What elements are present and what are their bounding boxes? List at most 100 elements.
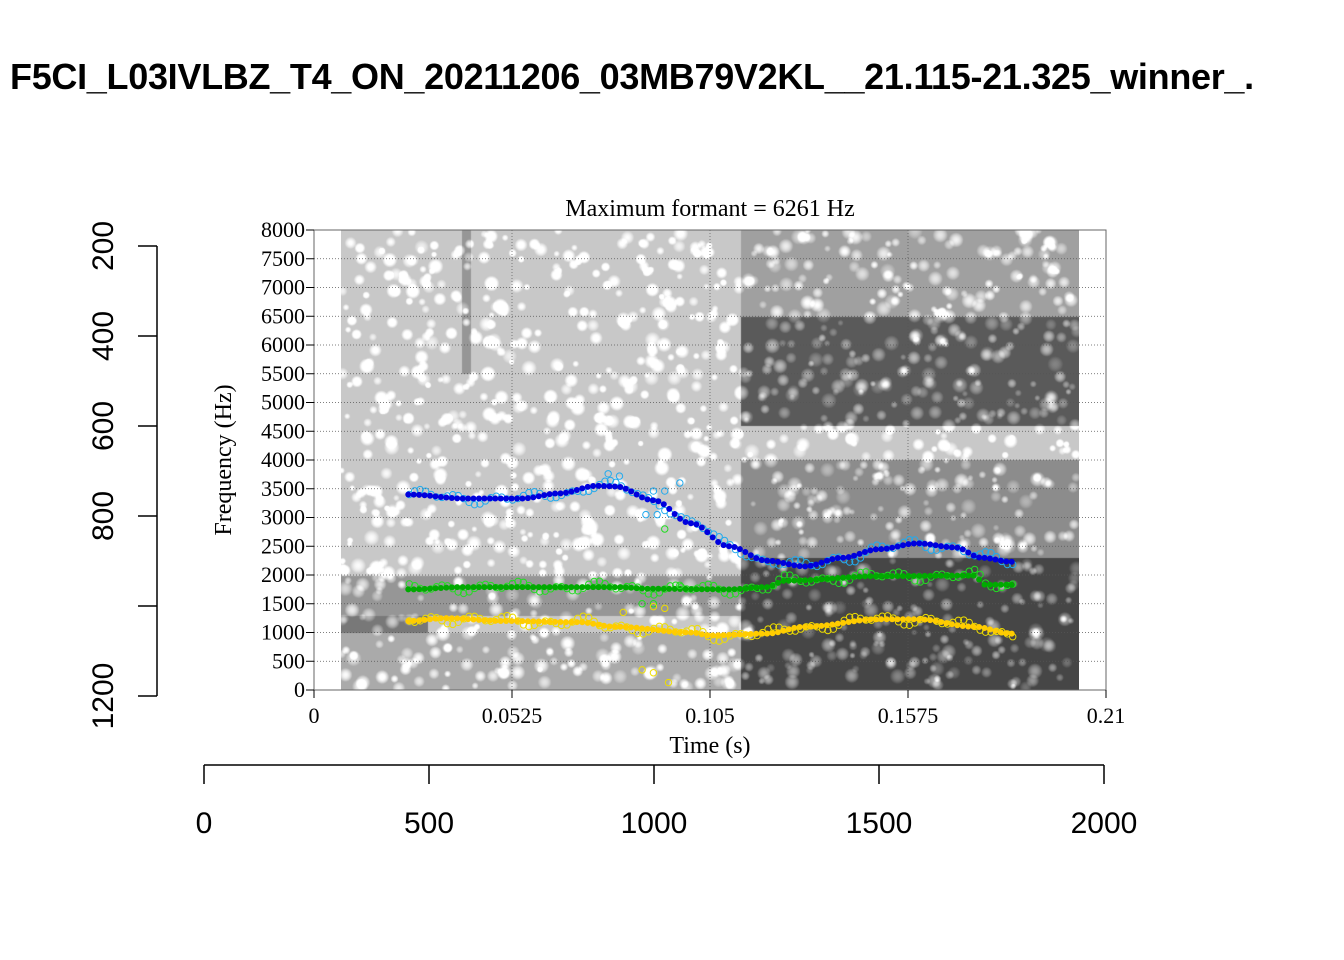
formant-f1-point bbox=[443, 615, 450, 622]
formant-f3-point bbox=[639, 494, 646, 501]
formant-f1-point bbox=[938, 619, 945, 626]
formant-f1-point bbox=[981, 624, 988, 631]
formant-f2-point bbox=[726, 586, 733, 593]
formant-f2-point bbox=[823, 575, 830, 582]
formant-f2-point bbox=[774, 579, 781, 586]
formant-f2-point bbox=[639, 585, 646, 592]
formant-f1-point bbox=[997, 629, 1004, 636]
formant-f1-point bbox=[894, 616, 901, 623]
formant-f3-point bbox=[486, 495, 493, 502]
formant-f3-point bbox=[568, 488, 575, 495]
formant-f2-point bbox=[579, 584, 586, 591]
formant-f1-point bbox=[774, 629, 781, 636]
formant-f1-point bbox=[698, 631, 705, 638]
outlier-candidate-point bbox=[661, 525, 669, 533]
formant-f3-point bbox=[443, 494, 450, 501]
formant-f2-point bbox=[899, 573, 906, 580]
formant-f2-point bbox=[557, 584, 564, 591]
formant-f1-point bbox=[405, 618, 412, 624]
formant-f3-point bbox=[899, 542, 906, 549]
formant-f3-point bbox=[736, 546, 743, 553]
formant-f2-point bbox=[562, 584, 569, 591]
formant-f3-point bbox=[530, 494, 537, 501]
formant-f1-point bbox=[986, 626, 993, 633]
outlier-candidate-point bbox=[676, 581, 684, 590]
formant-f1-point bbox=[693, 630, 700, 637]
formant-f1-point bbox=[753, 630, 760, 637]
formant-f3-point bbox=[840, 554, 847, 561]
formant-f1-point bbox=[921, 616, 928, 623]
formant-f1-point bbox=[780, 627, 787, 634]
formant-f3-point bbox=[834, 555, 841, 562]
formant-f1-point bbox=[785, 626, 792, 633]
formant-f1-point bbox=[617, 623, 624, 630]
formant-f2-point bbox=[840, 574, 847, 581]
formant-f2-point bbox=[861, 573, 868, 580]
formant-f3-point bbox=[796, 563, 803, 570]
formant-f2-point bbox=[910, 572, 917, 579]
formant-f2-candidate-point bbox=[970, 565, 979, 574]
formant-f3-point bbox=[655, 498, 662, 505]
outlier-candidate-point bbox=[604, 470, 612, 478]
formant-f2-point bbox=[432, 585, 439, 592]
formant-f2-point bbox=[780, 577, 787, 584]
formant-f3-point bbox=[747, 552, 754, 559]
formant-f2-point bbox=[791, 577, 798, 584]
formant-f3-point bbox=[573, 486, 580, 493]
formant-f1-point bbox=[557, 619, 564, 626]
formant-f2-point bbox=[997, 581, 1004, 588]
y-tick-label: 0 bbox=[294, 677, 305, 702]
formant-f3-point bbox=[965, 549, 972, 556]
formant-f3-point bbox=[454, 495, 461, 502]
secondary-bottom-tick-label: 1000 bbox=[621, 807, 688, 840]
formant-f3-point bbox=[774, 558, 781, 565]
formant-f2-point bbox=[600, 584, 607, 591]
formant-f3-point bbox=[932, 542, 939, 549]
formant-f1-point bbox=[818, 622, 825, 629]
formant-f1-point bbox=[791, 624, 798, 631]
formant-f3-point bbox=[448, 495, 455, 502]
formant-f3-point bbox=[432, 493, 439, 500]
formant-f2-point bbox=[660, 585, 667, 592]
formant-f3-point bbox=[514, 495, 521, 502]
formant-f3-point bbox=[851, 552, 858, 559]
chart-subtitle: Maximum formant = 6261 Hz bbox=[565, 196, 855, 222]
formant-f1-point bbox=[497, 617, 504, 624]
formant-f3-point bbox=[954, 544, 961, 551]
formant-f3-point bbox=[791, 562, 798, 569]
formant-f3-point bbox=[769, 557, 776, 564]
formant-f1-point bbox=[519, 618, 526, 625]
formant-f1-point bbox=[611, 623, 618, 630]
formant-f2-point bbox=[552, 584, 559, 591]
formant-f1-point bbox=[432, 615, 439, 622]
formant-f1-point bbox=[687, 629, 694, 636]
formant-f2-point bbox=[568, 584, 575, 591]
formant-f1-point bbox=[758, 630, 765, 637]
outlier-candidate-point bbox=[638, 666, 646, 674]
formant-f1-point bbox=[948, 621, 955, 628]
formant-f2-point bbox=[818, 576, 825, 583]
formant-f1-point bbox=[916, 616, 923, 623]
formant-f3-point bbox=[910, 540, 917, 547]
formant-f3-point bbox=[905, 541, 912, 548]
formant-f1-point bbox=[562, 619, 569, 626]
formant-f2-point bbox=[633, 585, 640, 592]
formant-f2-point bbox=[671, 585, 678, 592]
formant-f1-point bbox=[465, 616, 472, 623]
formant-f3-point bbox=[916, 540, 923, 547]
formant-f2-point bbox=[590, 584, 597, 591]
outlier-candidate-point bbox=[615, 472, 624, 480]
formant-f2-point bbox=[813, 576, 820, 583]
y-axis-label: Frequency (Hz) bbox=[211, 384, 237, 535]
formant-f2-point bbox=[649, 585, 656, 592]
formant-f1-point bbox=[655, 627, 662, 634]
formant-f2-candidate-point bbox=[780, 571, 789, 579]
y-tick-label: 4000 bbox=[261, 447, 305, 472]
formant-f1-point bbox=[927, 617, 934, 624]
x-tick-label: 0 bbox=[309, 703, 320, 728]
y-tick-label: 7000 bbox=[261, 275, 305, 300]
formant-f1-point bbox=[704, 632, 711, 639]
formant-f3-point bbox=[535, 493, 542, 500]
formant-f1-point bbox=[959, 623, 966, 630]
formant-f3-point bbox=[465, 495, 472, 502]
